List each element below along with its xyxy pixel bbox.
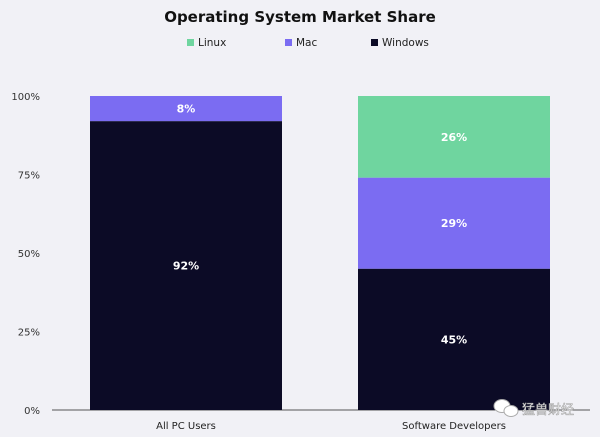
- bar-segment-mac: [90, 96, 282, 122]
- data-label: 92%: [173, 260, 199, 273]
- bars: 92% 8% 45% 29% 26%: [90, 96, 550, 411]
- bar-segment-windows: [90, 121, 282, 411]
- y-tick-label: 75%: [18, 171, 40, 182]
- wechat-icon-bubble: [503, 405, 519, 417]
- bar-segment-mac: [358, 177, 550, 269]
- legend-swatch-windows: [371, 39, 378, 46]
- data-label: 8%: [177, 103, 196, 116]
- y-tick-label: 0%: [24, 406, 40, 417]
- chart-title: Operating System Market Share: [164, 8, 436, 26]
- data-label: 45%: [441, 333, 467, 346]
- x-axis: All PC Users Software Developers: [156, 421, 506, 432]
- y-axis: 0% 25% 50% 75% 100%: [11, 92, 40, 417]
- bar-segment-linux: [358, 96, 550, 178]
- y-tick-label: 50%: [18, 249, 40, 260]
- legend: Linux Mac Windows: [187, 37, 429, 49]
- watermark-text: 猛兽财经: [522, 403, 574, 418]
- x-tick-label: All PC Users: [156, 421, 216, 432]
- data-label: 26%: [441, 131, 467, 144]
- legend-label-windows: Windows: [382, 37, 429, 49]
- x-tick-label: Software Developers: [402, 421, 506, 432]
- legend-swatch-linux: [187, 39, 194, 46]
- watermark: 猛兽财经: [493, 399, 574, 418]
- legend-swatch-mac: [285, 39, 292, 46]
- legend-label-linux: Linux: [198, 37, 226, 49]
- y-tick-label: 25%: [18, 328, 40, 339]
- bar-segment-windows: [358, 268, 550, 410]
- y-tick-label: 100%: [11, 92, 40, 103]
- data-label: 29%: [441, 217, 467, 230]
- legend-label-mac: Mac: [296, 37, 317, 49]
